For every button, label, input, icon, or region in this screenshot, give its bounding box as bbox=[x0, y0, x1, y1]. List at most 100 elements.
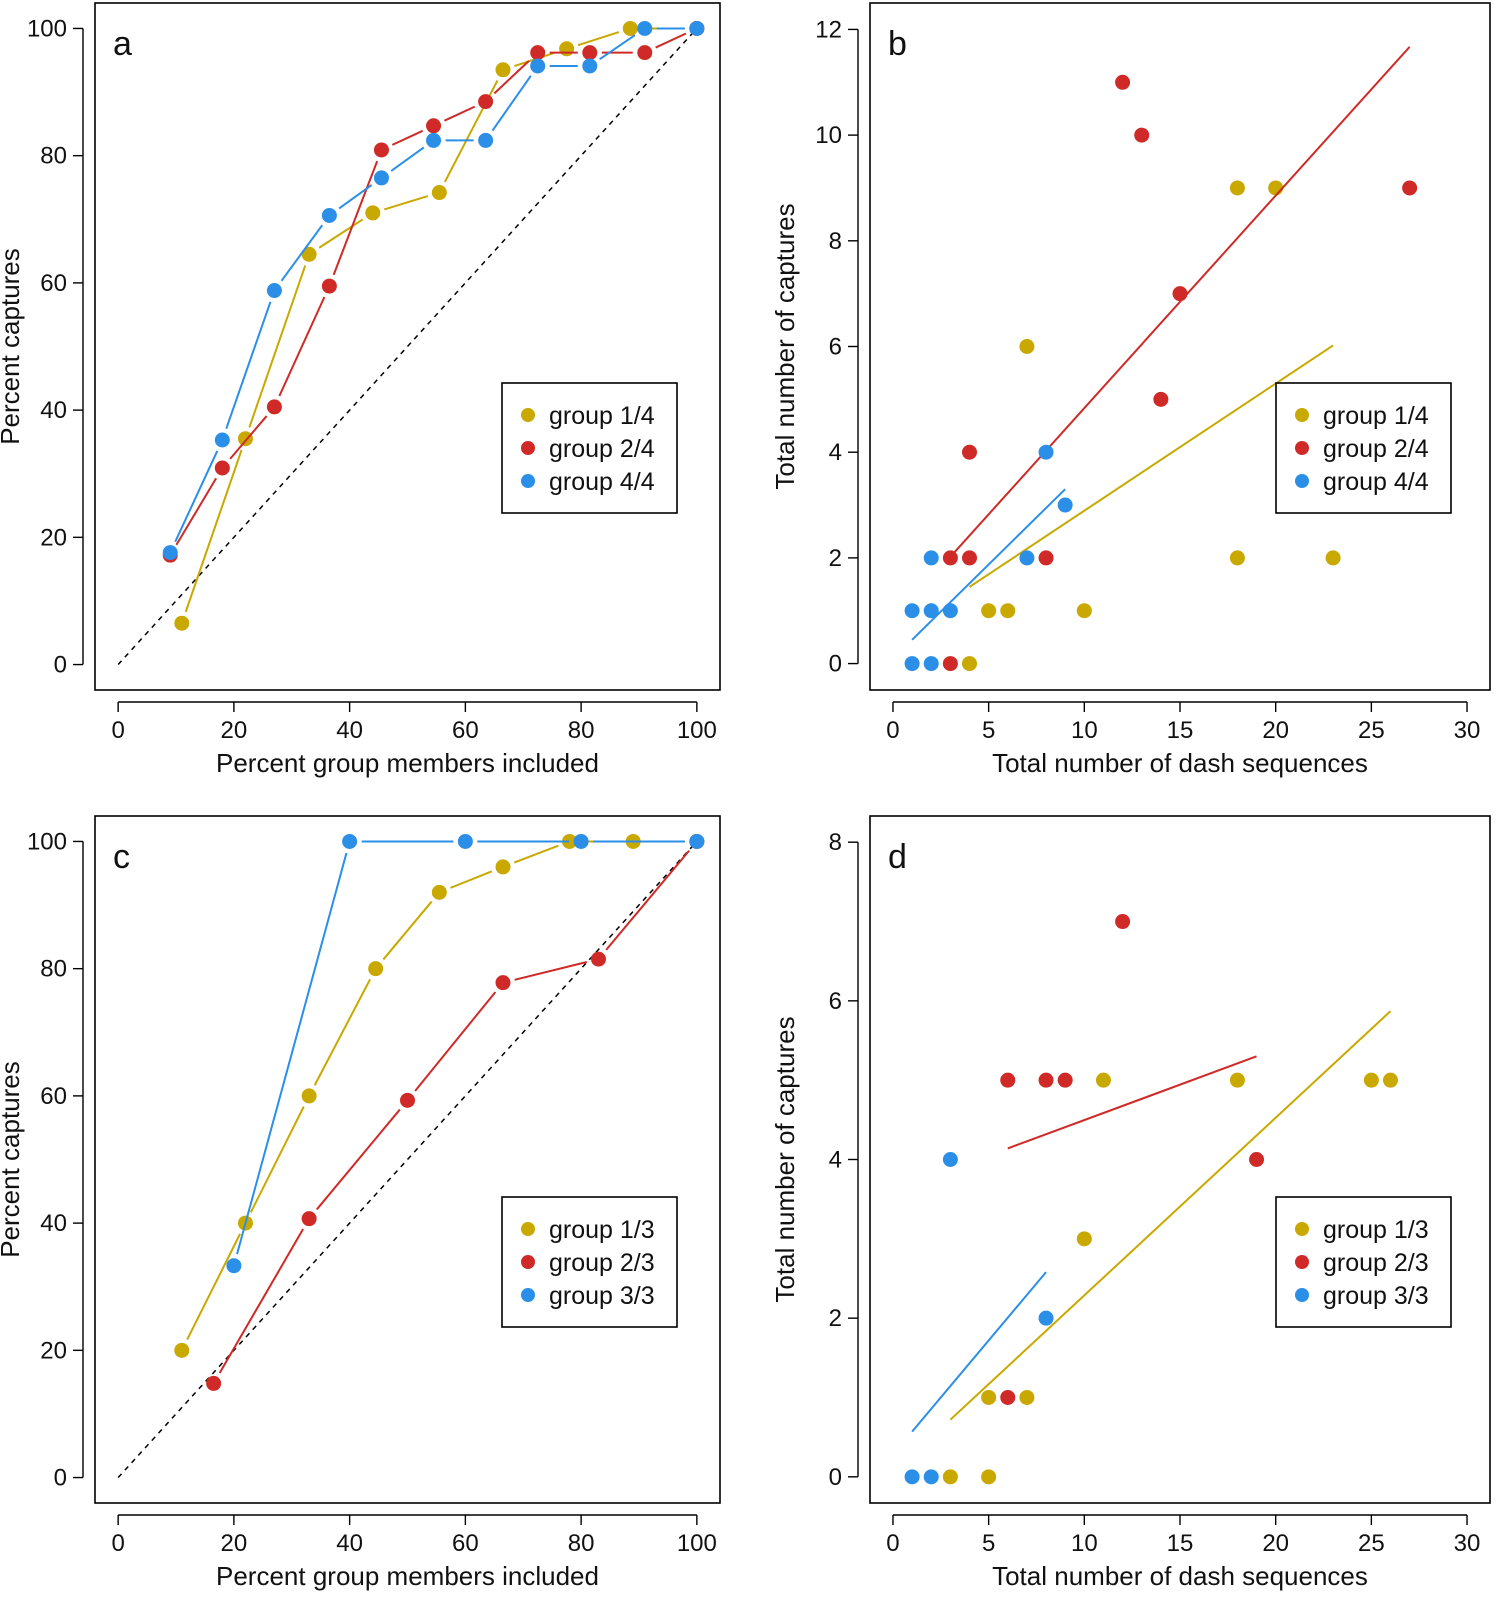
fit-line bbox=[949, 1010, 1392, 1421]
plot-frame bbox=[869, 815, 1491, 1504]
y-tick-label: 40 bbox=[40, 397, 67, 424]
legend-entry: group 4/4 bbox=[549, 468, 655, 496]
x-tick-label: 60 bbox=[452, 717, 479, 744]
panel-letter: d bbox=[888, 838, 907, 876]
data-point bbox=[689, 20, 705, 36]
y-tick-label: 6 bbox=[829, 334, 842, 361]
x-tick-label: 20 bbox=[1262, 717, 1289, 744]
data-point bbox=[478, 94, 494, 110]
y-tick-label: 60 bbox=[40, 1083, 67, 1110]
data-point bbox=[266, 399, 282, 415]
data-point bbox=[214, 460, 230, 476]
legend-marker bbox=[521, 1255, 535, 1269]
data-point bbox=[431, 884, 447, 900]
legend-entry: group 1/3 bbox=[1323, 1216, 1429, 1244]
data-point bbox=[342, 833, 358, 849]
x-tick-label: 30 bbox=[1454, 1530, 1481, 1557]
data-point bbox=[174, 1342, 190, 1358]
data-point bbox=[431, 185, 447, 201]
data-point bbox=[1000, 1389, 1016, 1405]
data-point bbox=[1076, 1231, 1092, 1247]
data-point bbox=[582, 58, 598, 74]
data-point bbox=[1076, 603, 1092, 619]
series-line bbox=[414, 991, 497, 1092]
y-tick-label: 100 bbox=[27, 15, 67, 42]
data-point bbox=[368, 961, 384, 977]
legend-entry: group 3/3 bbox=[1323, 1282, 1429, 1310]
plot-frame bbox=[94, 815, 721, 1504]
x-tick-label: 15 bbox=[1167, 1530, 1194, 1557]
x-tick-label: 20 bbox=[1262, 1530, 1289, 1557]
data-point bbox=[1038, 550, 1054, 566]
legend: group 1/3 group 2/3 group 3/3 bbox=[1275, 1196, 1452, 1328]
x-axis-label: Total number of dash sequences bbox=[992, 748, 1368, 778]
series-line bbox=[577, 31, 620, 47]
data-point bbox=[962, 656, 978, 672]
legend-marker bbox=[521, 1222, 535, 1236]
data-point bbox=[301, 1088, 317, 1104]
data-point bbox=[478, 132, 494, 148]
data-point bbox=[923, 1469, 939, 1485]
y-tick-label: 8 bbox=[829, 829, 842, 856]
y-tick-label: 0 bbox=[829, 1464, 842, 1491]
series-line bbox=[218, 1228, 304, 1374]
legend-entry: group 2/3 bbox=[549, 1249, 655, 1277]
x-axis-label: Percent group members included bbox=[216, 1561, 599, 1591]
data-point bbox=[266, 283, 282, 299]
panel-d: 0 5 10 15 20 25 30 0 2 4 6 8 Total number of dash se… bbox=[770, 815, 1491, 1591]
fit-line bbox=[911, 488, 1066, 641]
y-axis-label: Total number of captures bbox=[770, 1016, 800, 1302]
fit-line bbox=[911, 1271, 1047, 1433]
data-point bbox=[981, 1389, 997, 1405]
legend-entry: group 4/4 bbox=[1323, 468, 1429, 496]
fit-line bbox=[1007, 1055, 1257, 1150]
data-point bbox=[1363, 1072, 1379, 1088]
series-line bbox=[318, 218, 364, 249]
data-point bbox=[1019, 339, 1035, 354]
legend-marker bbox=[1295, 1255, 1309, 1269]
legend-entry: group 1/4 bbox=[549, 402, 655, 430]
y-tick-label: 12 bbox=[815, 16, 842, 43]
x-tick-label: 100 bbox=[677, 1530, 717, 1557]
x-axis-label: Total number of dash sequences bbox=[992, 1561, 1368, 1591]
legend-marker bbox=[1295, 1288, 1309, 1302]
data-point bbox=[426, 118, 442, 134]
data-point bbox=[1268, 180, 1284, 196]
series-line bbox=[186, 1233, 241, 1341]
y-tick-label: 60 bbox=[40, 270, 67, 297]
series-line bbox=[491, 75, 532, 132]
x-tick-label: 5 bbox=[982, 1530, 995, 1557]
legend: group 1/3 group 2/3 group 3/3 bbox=[501, 1196, 678, 1328]
series-line bbox=[513, 844, 559, 864]
data-point bbox=[1019, 1389, 1035, 1405]
series-line bbox=[450, 870, 493, 889]
data-point bbox=[1095, 1072, 1111, 1088]
y-tick-label: 2 bbox=[829, 1305, 842, 1332]
data-point bbox=[637, 45, 653, 61]
panel-c: 0 20 40 60 80 100 0 20 40 60 80 100 Percent group me… bbox=[0, 815, 721, 1591]
x-tick-label: 100 bbox=[677, 717, 717, 744]
legend: group 1/4 group 2/4 group 4/4 bbox=[501, 382, 678, 514]
x-tick-label: 25 bbox=[1358, 1530, 1385, 1557]
series-line bbox=[316, 1108, 401, 1211]
series-group-3-3 bbox=[904, 1152, 1054, 1485]
data-point bbox=[1019, 550, 1035, 566]
data-point bbox=[1325, 550, 1341, 566]
legend-marker bbox=[1295, 474, 1309, 488]
data-point bbox=[1229, 1072, 1245, 1088]
data-point bbox=[559, 41, 575, 57]
data-point bbox=[1229, 550, 1245, 566]
series-line bbox=[382, 900, 433, 961]
data-point bbox=[1402, 180, 1418, 196]
legend-entry: group 2/4 bbox=[1323, 435, 1429, 463]
plot-frame bbox=[869, 2, 1491, 691]
data-point bbox=[1038, 1072, 1054, 1088]
data-point bbox=[530, 58, 546, 74]
y-tick-label: 8 bbox=[829, 228, 842, 255]
data-point bbox=[174, 615, 190, 631]
data-point bbox=[1382, 1072, 1398, 1088]
legend-marker bbox=[521, 474, 535, 488]
data-point bbox=[214, 432, 230, 448]
data-point bbox=[981, 1469, 997, 1485]
